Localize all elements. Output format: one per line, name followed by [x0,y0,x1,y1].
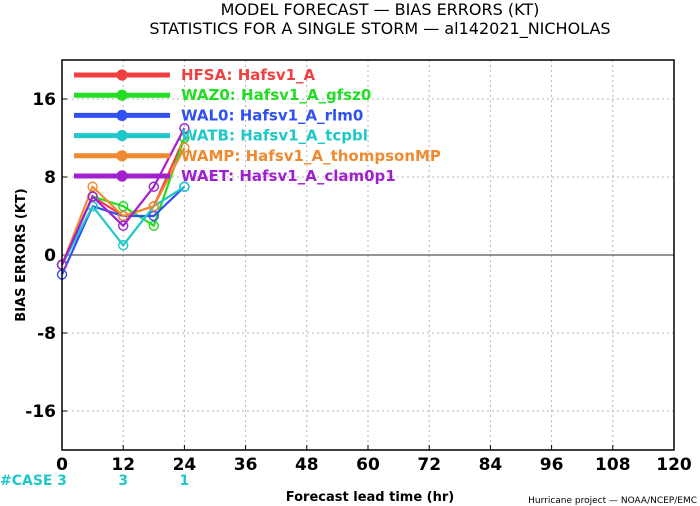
tick-labels: 0 12 24 36 48 60 72 84 96 108 120 -16 -8 0 8 16 [25,90,692,475]
series-line [60,147,186,266]
case-count: 1 [180,473,190,489]
x-tick-label: 24 [173,455,197,475]
legend-entry: WAET: Hafsv1_A_clam0p1 [181,167,396,185]
legend-entry: WATB: Hafsv1_A_tcpbl [181,127,368,145]
x-tick-label: 84 [479,455,503,475]
legend: HFSA: Hafsv1_A WAZ0: Hafsv1_A_gfsz0 WAL0: … [74,66,441,185]
legend-marker [116,170,128,182]
data-point [148,181,160,192]
x-axis-label: Forecast lead time (hr) [286,490,454,505]
data-point [179,123,190,134]
credit-text: Hurricane project — NOAA/NCEP/EMC [528,496,697,506]
x-tick-label: 48 [295,455,319,475]
data-point [117,210,129,222]
data-point [148,210,160,222]
data-point [117,240,129,251]
x-tick-label: 12 [111,455,135,475]
legend-entry: WAL0: Hafsv1_A_rlm0 [181,106,363,124]
y-tick-label: 16 [32,90,56,110]
plot-frame [61,59,675,451]
case-count: 3 [57,473,67,489]
data-point [87,191,98,202]
data-point [148,220,160,231]
y-tick-label: -8 [37,324,56,344]
x-tick-label: 0 [56,455,68,475]
y-axis-label: BIAS ERRORS (KT) [14,188,29,321]
x-tick-label: 96 [540,455,564,475]
legend-entry: WAMP: Hafsv1_A_thompsonMP [181,147,441,165]
x-tick-label: 60 [356,455,380,475]
legend-entry: WAZ0: Hafsv1_A_gfsz0 [181,86,371,104]
case-count: 3 [118,473,128,489]
case-count-label: #CASE [0,473,53,489]
legend-marker [116,150,128,162]
y-tick-label: -16 [25,402,56,422]
legend-marker [116,130,128,142]
data-point [179,142,190,153]
legend-entry: HFSA: Hafsv1_A [181,66,316,84]
data-point [87,181,98,192]
case-counts: 3 3 1 [57,473,189,489]
data-point [148,201,160,212]
data-point [117,201,129,212]
series-line [61,185,185,266]
chart-title-line1: MODEL FORECAST — BIAS ERRORS (KT) [221,0,540,19]
x-tick-label: 36 [234,455,258,475]
series-line [60,127,186,266]
y-tick-label: 0 [44,246,56,266]
y-tick-label: 8 [44,168,56,188]
legend-marker [116,69,128,81]
data-point [179,181,190,192]
x-tick-label: 108 [595,455,631,475]
series-layer [56,123,190,280]
x-tick-label: 72 [417,455,441,475]
chart-title-line2: STATISTICS FOR A SINGLE STORM — al142021… [149,19,610,39]
x-tick-label: 120 [656,455,692,475]
data-point [117,220,129,231]
legend-marker [116,89,128,101]
legend-marker [116,109,128,122]
